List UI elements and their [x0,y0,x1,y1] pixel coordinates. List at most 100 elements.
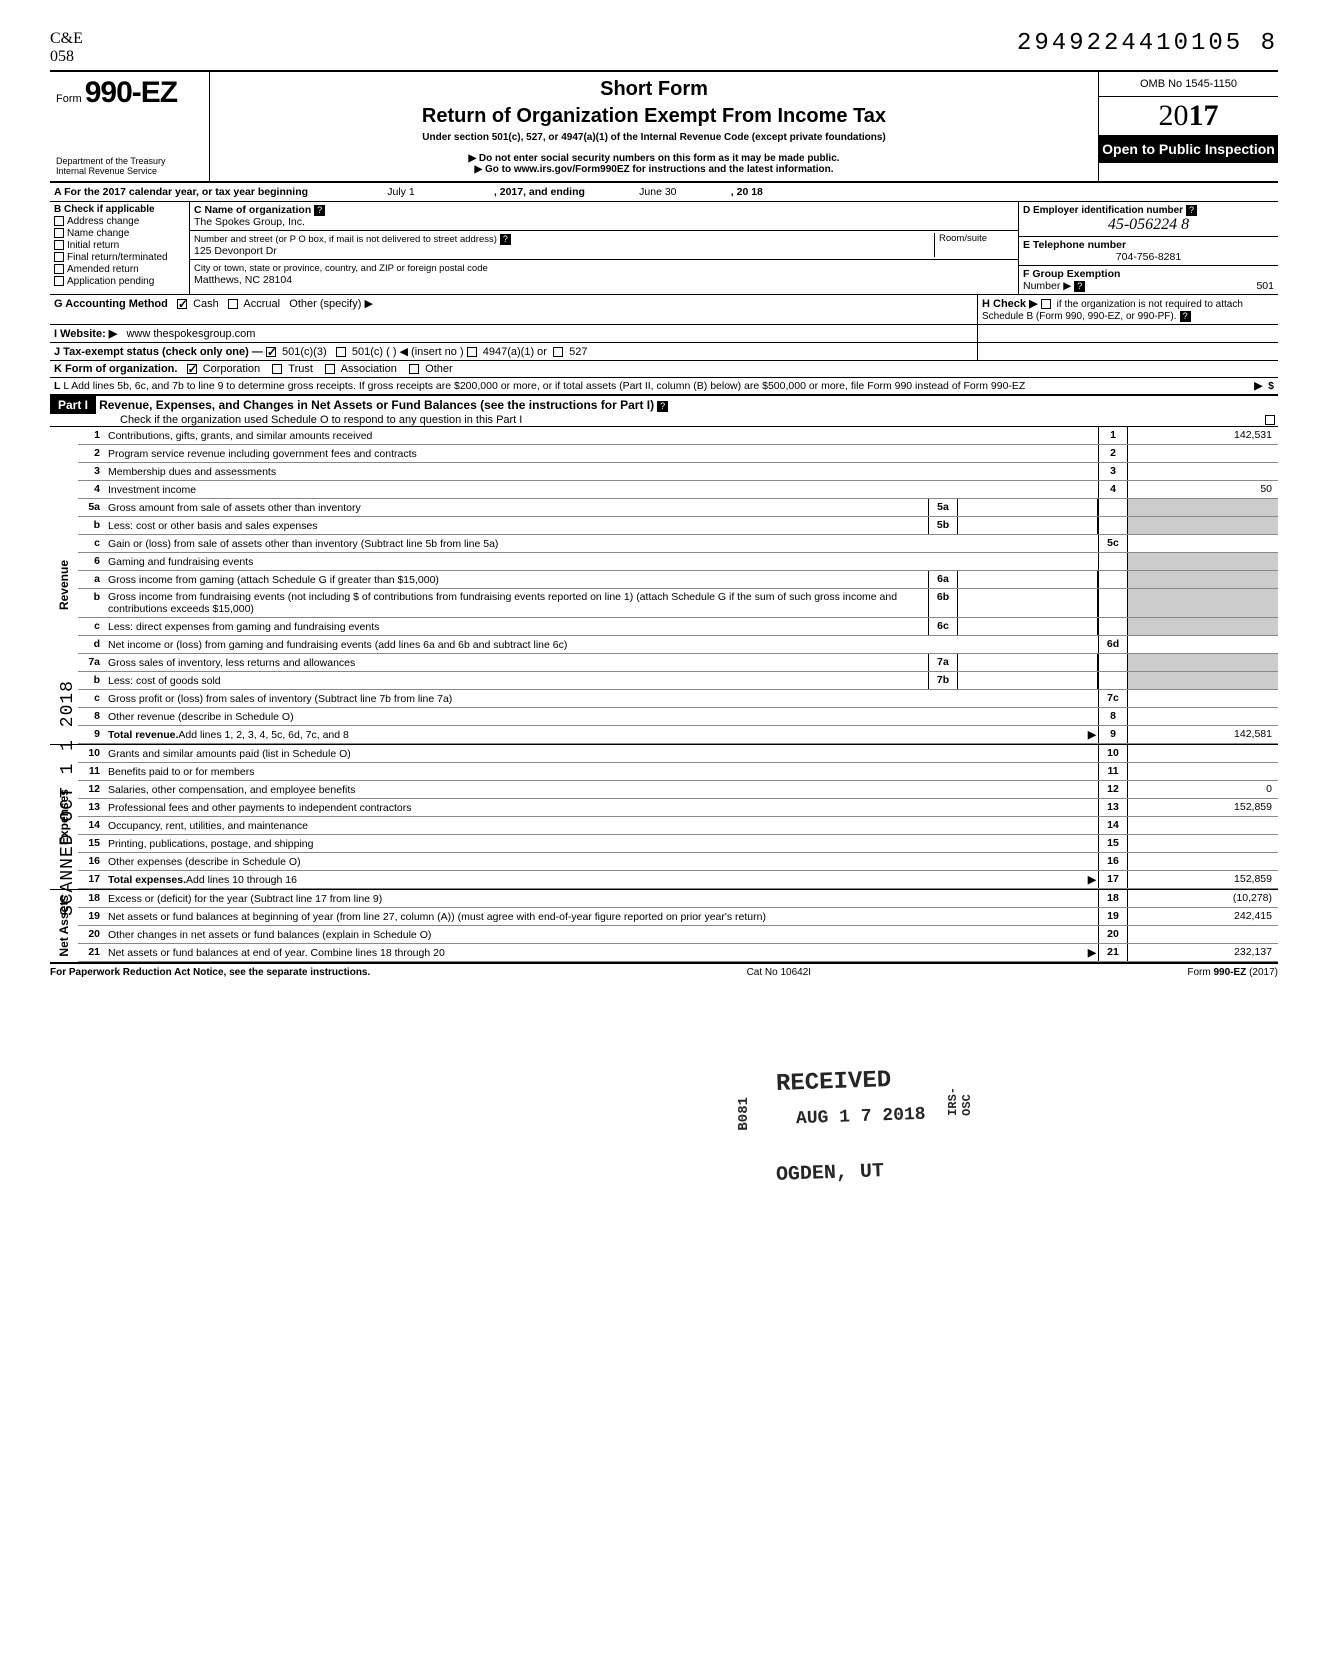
form-line: 13Professional fees and other payments t… [78,799,1278,817]
line-box-num: 21 [1098,944,1128,961]
line-box-val [1128,853,1278,870]
irs-stamp: IRS-OSC [940,1085,980,1118]
line-number: c [78,690,106,707]
line-box-val [1128,926,1278,943]
line-number: 2 [78,445,106,462]
line-description: Other expenses (describe in Schedule O) [106,853,1098,870]
chk-name-change[interactable] [54,228,64,238]
line-box-num: 13 [1098,799,1128,816]
return-title: Return of Organization Exempt From Incom… [220,105,1088,128]
chk-final-return[interactable] [54,252,64,262]
line-box-num: 5c [1098,535,1128,552]
chk-other-org[interactable] [409,364,419,374]
chk-initial-return[interactable] [54,240,64,250]
line-number: 17 [78,871,106,888]
line-number: 10 [78,745,106,762]
lbl-app-pending: Application pending [67,276,154,287]
shaded-box [1098,618,1128,635]
org-city: Matthews, NC 28104 [194,274,292,286]
form-line: cLess: direct expenses from gaming and f… [78,618,1278,636]
lbl-name-change: Name change [67,228,129,239]
line-number: 12 [78,781,106,798]
form-line: 18Excess or (deficit) for the year (Subt… [78,890,1278,908]
chk-cash[interactable] [177,299,187,309]
form-line: 6Gaming and fundraising events [78,553,1278,571]
line-l-text: L Add lines 5b, 6c, and 7b to line 9 to … [63,380,1025,392]
row-i: I Website: ▶ www thespokesgroup.com [50,325,1278,343]
lbl-address-change: Address change [67,216,139,227]
form-line: bGross income from fundraising events (n… [78,589,1278,618]
chk-4947[interactable] [467,347,477,357]
form-label: Form [56,93,82,105]
line-box-num: 19 [1098,908,1128,925]
chk-schedule-o[interactable] [1265,415,1275,425]
line-box-num: 6d [1098,636,1128,653]
lbl-initial-return: Initial return [67,240,119,251]
line-box-num: 7c [1098,690,1128,707]
help-icon: ? [657,401,668,412]
open-to-public: Open to Public Inspection [1099,136,1278,163]
year-prefix: 20 [1159,99,1189,132]
line-box-num: 8 [1098,708,1128,725]
group-num: 501 [1256,280,1274,292]
chk-amended[interactable] [54,264,64,274]
line-description: Membership dues and assessments [106,463,1098,480]
line-description: Other changes in net assets or fund bala… [106,926,1098,943]
dept-irs: Internal Revenue Service [56,167,203,177]
addr-label: Number and street (or P O box, if mail i… [194,234,497,245]
chk-corporation[interactable] [187,364,197,374]
tax-year-begin: July 1 [311,186,491,198]
mini-box-num: 6b [928,589,958,617]
mini-box-val [958,571,1098,588]
lbl-trust: Trust [288,363,313,375]
line-number: a [78,571,106,588]
scanned-stamp: SCANNED OCT 1 1 2018 [58,680,78,916]
col-b: B Check if applicable Address change Nam… [50,202,190,294]
help-icon: ? [314,205,325,216]
line-description: Other revenue (describe in Schedule O) [106,708,1098,725]
part1-title: Revenue, Expenses, and Changes in Net As… [99,398,654,412]
mini-box-num: 6c [928,618,958,635]
warning-ssn: ▶ Do not enter social security numbers o… [220,153,1088,164]
row-k: K Form of organization. Corporation Trus… [50,361,1278,378]
line-box-num: 12 [1098,781,1128,798]
tax-year-end-month: June 30 [588,186,728,198]
form-line: 19Net assets or fund balances at beginni… [78,908,1278,926]
footer-mid: Cat No 10642I [747,967,812,978]
line-description: Printing, publications, postage, and shi… [106,835,1098,852]
chk-accrual[interactable] [228,299,238,309]
line-g-label: G Accounting Method [54,298,168,310]
phone-label: E Telephone number [1023,239,1126,251]
mini-box-num: 5b [928,517,958,534]
chk-association[interactable] [325,364,335,374]
form-line: cGross profit or (loss) from sales of in… [78,690,1278,708]
chk-app-pending[interactable] [54,276,64,286]
lbl-assoc: Association [341,363,397,375]
line-description: Program service revenue including govern… [106,445,1098,462]
part1-header: Part I Revenue, Expenses, and Changes in… [50,395,1278,427]
line-box-val: 50 [1128,481,1278,498]
document-number: 2949224410105 8 [1017,30,1278,57]
chk-527[interactable] [553,347,563,357]
line-box-val [1128,690,1278,707]
revenue-section: Revenue 1Contributions, gifts, grants, a… [50,427,1278,744]
line-box-val: 242,415 [1128,908,1278,925]
line-description: Net assets or fund balances at beginning… [106,908,1098,925]
shaded-box [1098,553,1128,570]
line-box-val [1128,708,1278,725]
form-line: 8Other revenue (describe in Schedule O)8 [78,708,1278,726]
mini-box-num: 7b [928,672,958,689]
chk-schedule-b[interactable] [1041,299,1051,309]
line-box-val [1128,817,1278,834]
chk-501c[interactable] [336,347,346,357]
chk-trust[interactable] [272,364,282,374]
chk-address-change[interactable] [54,216,64,226]
line-box-val [1128,445,1278,462]
received-date-stamp: AUG 1 7 2018 [790,1103,932,1132]
line-box-val [1128,763,1278,780]
line-description: Gross amount from sale of assets other t… [106,499,928,516]
chk-501c3[interactable] [266,347,276,357]
line-number: 4 [78,481,106,498]
website-value: www thespokesgroup.com [126,328,255,340]
line-box-val [1128,835,1278,852]
